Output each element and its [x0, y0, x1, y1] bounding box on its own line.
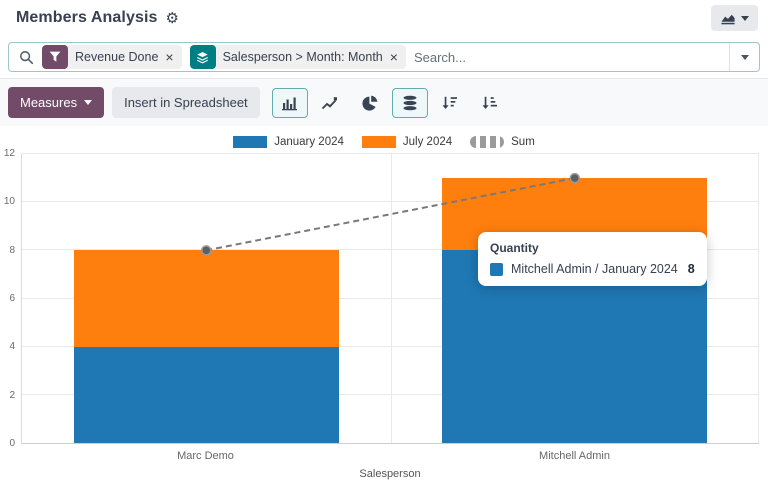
tooltip-value: 8 [688, 262, 695, 276]
plot-area [21, 154, 759, 444]
view-switcher-button[interactable] [711, 5, 758, 31]
pie-chart-icon [362, 95, 378, 111]
legend-label: Sum [511, 136, 535, 148]
members-analysis-page: Members Analysis ⚙ [0, 0, 768, 483]
y-tick-label: 2 [9, 390, 15, 401]
page-title: Members Analysis [16, 9, 158, 27]
y-tick-label: 12 [4, 148, 15, 159]
sort-descending-icon [441, 95, 458, 111]
y-tick-label: 0 [9, 438, 15, 449]
search-icon [19, 50, 34, 65]
pie-chart-button[interactable] [352, 88, 388, 118]
measures-label: Measures [20, 95, 77, 110]
facet-remove-icon[interactable]: × [165, 50, 181, 65]
search-dropdown-button[interactable] [729, 43, 759, 71]
x-label-marc-demo: Marc Demo [177, 450, 234, 462]
facet-label: Salesperson > Month: Month [216, 50, 390, 64]
chart-region: January 2024 July 2024 Sum 0 2 4 6 8 10 12 [0, 126, 768, 483]
stacked-button[interactable] [392, 88, 428, 118]
legend-item-sum[interactable]: Sum [470, 136, 535, 148]
bar-chart-button[interactable] [272, 88, 308, 118]
stacked-icon [402, 95, 418, 111]
chevron-down-icon [741, 55, 749, 60]
y-axis-ticks: 024681012 [0, 154, 17, 444]
header: Members Analysis ⚙ [0, 0, 768, 36]
legend-label: July 2024 [403, 136, 452, 148]
sum-line-svg [22, 154, 759, 443]
legend-swatch-sum [470, 136, 504, 148]
sort-ascending-button[interactable] [472, 88, 508, 118]
tooltip-swatch [490, 263, 503, 276]
x-axis-title: Salesperson [21, 468, 759, 480]
chevron-down-icon [741, 16, 749, 21]
legend-item-july[interactable]: July 2024 [362, 136, 452, 148]
y-tick-label: 4 [9, 341, 15, 352]
chart-tooltip: Quantity Mitchell Admin / January 2024 8 [478, 232, 707, 286]
toolbar: Measures Insert in Spreadsheet [0, 78, 768, 126]
area-chart-icon [720, 11, 736, 26]
group-by-layers-icon [190, 45, 216, 69]
chart-legend: January 2024 July 2024 Sum [0, 136, 768, 148]
x-axis-labels: Marc Demo Mitchell Admin [21, 450, 759, 464]
chart-type-buttons [272, 88, 508, 118]
legend-item-january[interactable]: January 2024 [233, 136, 344, 148]
legend-swatch-july [362, 136, 396, 148]
filter-funnel-icon [42, 45, 68, 69]
y-tick-label: 8 [9, 245, 15, 256]
y-tick-label: 6 [9, 293, 15, 304]
line-chart-icon [321, 95, 338, 111]
search-input[interactable] [414, 50, 729, 65]
sum-point[interactable] [570, 174, 579, 183]
facet-remove-icon[interactable]: × [390, 50, 406, 65]
bar-chart-icon [281, 95, 298, 111]
sum-point[interactable] [202, 246, 211, 255]
legend-label: January 2024 [274, 136, 344, 148]
facet-groupby[interactable]: Salesperson > Month: Month × [190, 45, 406, 69]
x-label-mitchell-admin: Mitchell Admin [539, 450, 610, 462]
line-chart-button[interactable] [312, 88, 348, 118]
legend-swatch-january [233, 136, 267, 148]
search-bar[interactable]: Revenue Done × Salesperson > Month: Mont… [8, 42, 760, 72]
search-row: Revenue Done × Salesperson > Month: Mont… [0, 36, 768, 78]
measures-button[interactable]: Measures [8, 87, 104, 118]
tooltip-title: Quantity [490, 241, 695, 255]
gear-icon[interactable]: ⚙ [166, 11, 179, 26]
sort-ascending-icon [481, 95, 498, 111]
tooltip-row: Mitchell Admin / January 2024 8 [490, 262, 695, 276]
facet-revenue-done[interactable]: Revenue Done × [42, 45, 182, 69]
facet-label: Revenue Done [68, 50, 165, 64]
chevron-down-icon [84, 100, 92, 105]
insert-in-spreadsheet-button[interactable]: Insert in Spreadsheet [112, 87, 260, 118]
sort-descending-button[interactable] [432, 88, 468, 118]
y-tick-label: 10 [4, 196, 15, 207]
tooltip-label: Mitchell Admin / January 2024 [511, 262, 678, 276]
